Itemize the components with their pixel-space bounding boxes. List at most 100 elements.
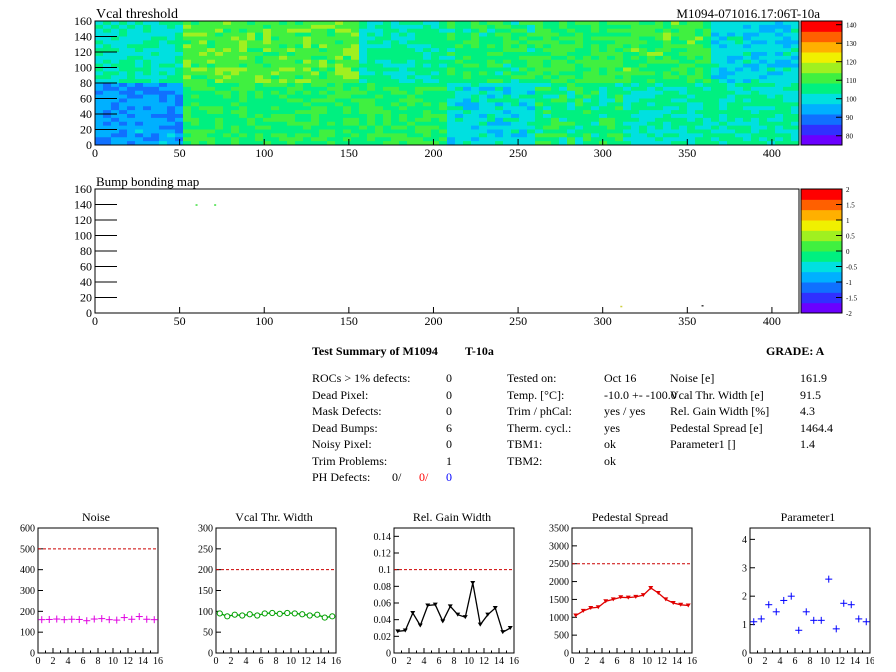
heatmap-cell — [143, 71, 152, 76]
heatmap-cell — [175, 110, 184, 115]
heatmap-cell — [127, 67, 136, 72]
heatmap-cell — [167, 59, 176, 65]
heatmap-cell — [319, 24, 328, 30]
heatmap-cell — [607, 32, 616, 37]
heatmap-cell — [231, 102, 240, 107]
heatmap-cell — [575, 24, 584, 30]
heatmap-cell — [663, 44, 672, 49]
heatmap-cell — [743, 28, 752, 34]
heatmap-cell — [199, 106, 208, 111]
heatmap-cell — [215, 106, 224, 111]
heatmap-cell — [247, 125, 256, 130]
heatmap-cell — [255, 141, 264, 146]
heatmap-cell — [511, 98, 520, 103]
heatmap-cell — [671, 125, 680, 130]
heatmap-cell — [431, 21, 440, 26]
heatmap-cell — [631, 90, 640, 96]
heatmap-cell — [439, 114, 448, 119]
heatmap-cell — [623, 28, 632, 34]
heatmap-cell — [463, 28, 472, 34]
heatmap-cell — [591, 86, 600, 92]
heatmap-cell — [215, 137, 224, 142]
heatmap-cell — [407, 125, 416, 130]
heatmap-cell — [679, 117, 688, 123]
heatmap-cell — [319, 90, 328, 96]
heatmap-cell — [519, 110, 528, 115]
heatmap-cell — [311, 79, 320, 84]
heatmap-cell — [279, 141, 288, 146]
heatmap-cell — [639, 98, 648, 103]
heatmap-cell — [543, 125, 552, 130]
heatmap-cell — [111, 114, 120, 119]
heatmap-cell — [479, 110, 488, 115]
heatmap-cell — [495, 24, 504, 30]
heatmap-cell — [279, 90, 288, 96]
heatmap-cell — [287, 114, 296, 119]
heatmap-cell — [463, 44, 472, 49]
heatmap-cell — [295, 48, 304, 53]
heatmap-cell — [359, 106, 368, 111]
heatmap-cell — [175, 24, 184, 30]
data-point — [254, 612, 261, 619]
heatmap-cell — [711, 114, 720, 119]
heatmap-cell — [407, 36, 416, 41]
heatmap-cell — [279, 32, 288, 37]
heatmap-cell — [759, 24, 768, 30]
heatmap-cell — [431, 129, 440, 134]
heatmap-cell — [167, 79, 176, 84]
heatmap-cell — [207, 48, 216, 53]
heatmap-cell — [583, 48, 592, 53]
heatmap-cell — [687, 75, 696, 80]
param-value: 1.4 — [800, 437, 815, 451]
heatmap-cell — [687, 40, 696, 45]
heatmap-cell — [623, 98, 632, 103]
heatmap-cell — [647, 129, 656, 134]
heatmap-cell — [727, 59, 736, 65]
heatmap-cell — [135, 48, 144, 53]
x-tick-label: 12 — [301, 656, 311, 667]
heatmap-cell — [495, 79, 504, 84]
heatmap-cell — [751, 52, 760, 57]
heatmap-cell — [135, 110, 144, 115]
heatmap-cell — [599, 98, 608, 103]
heatmap-cell — [135, 59, 144, 65]
heatmap-cell — [391, 36, 400, 41]
heatmap-cell — [247, 32, 256, 37]
heatmap-cell — [439, 48, 448, 53]
defect-value: 1 — [446, 453, 452, 468]
heatmap-cell — [591, 141, 600, 146]
heatmap-cell — [463, 133, 472, 138]
heatmap-cell — [199, 71, 208, 76]
heatmap-cell — [639, 94, 648, 99]
heatmap-cell — [175, 98, 184, 103]
heatmap-cell — [423, 117, 432, 123]
heatmap-cell — [759, 94, 768, 99]
heatmap-cell — [423, 67, 432, 72]
heatmap-cell — [159, 90, 168, 96]
heatmap-cell — [743, 98, 752, 103]
heatmap-cell — [311, 102, 320, 107]
heatmap-cell — [695, 28, 704, 34]
data-point — [595, 605, 601, 610]
heatmap-cell — [511, 125, 520, 130]
heatmap-cell — [191, 133, 200, 138]
heatmap-cell — [575, 52, 584, 57]
bump-point — [620, 305, 623, 308]
heatmap-cell — [367, 117, 376, 123]
heatmap-cell — [527, 125, 536, 130]
heatmap-cell — [607, 110, 616, 115]
heatmap-cell — [471, 94, 480, 99]
heatmap-cell — [535, 32, 544, 37]
heatmap-cell — [471, 102, 480, 107]
heatmap-cell — [415, 141, 424, 146]
heatmap-cell — [687, 28, 696, 34]
heatmap-cell — [727, 98, 736, 103]
heatmap-cell — [207, 63, 216, 68]
heatmap-cell — [231, 63, 240, 68]
heatmap-cell — [303, 106, 312, 111]
y-tick-label: 1000 — [549, 613, 569, 624]
heatmap-cell — [511, 106, 520, 111]
heatmap-cell — [791, 36, 800, 41]
heatmap-cell — [743, 114, 752, 119]
heatmap-cell — [127, 117, 136, 123]
